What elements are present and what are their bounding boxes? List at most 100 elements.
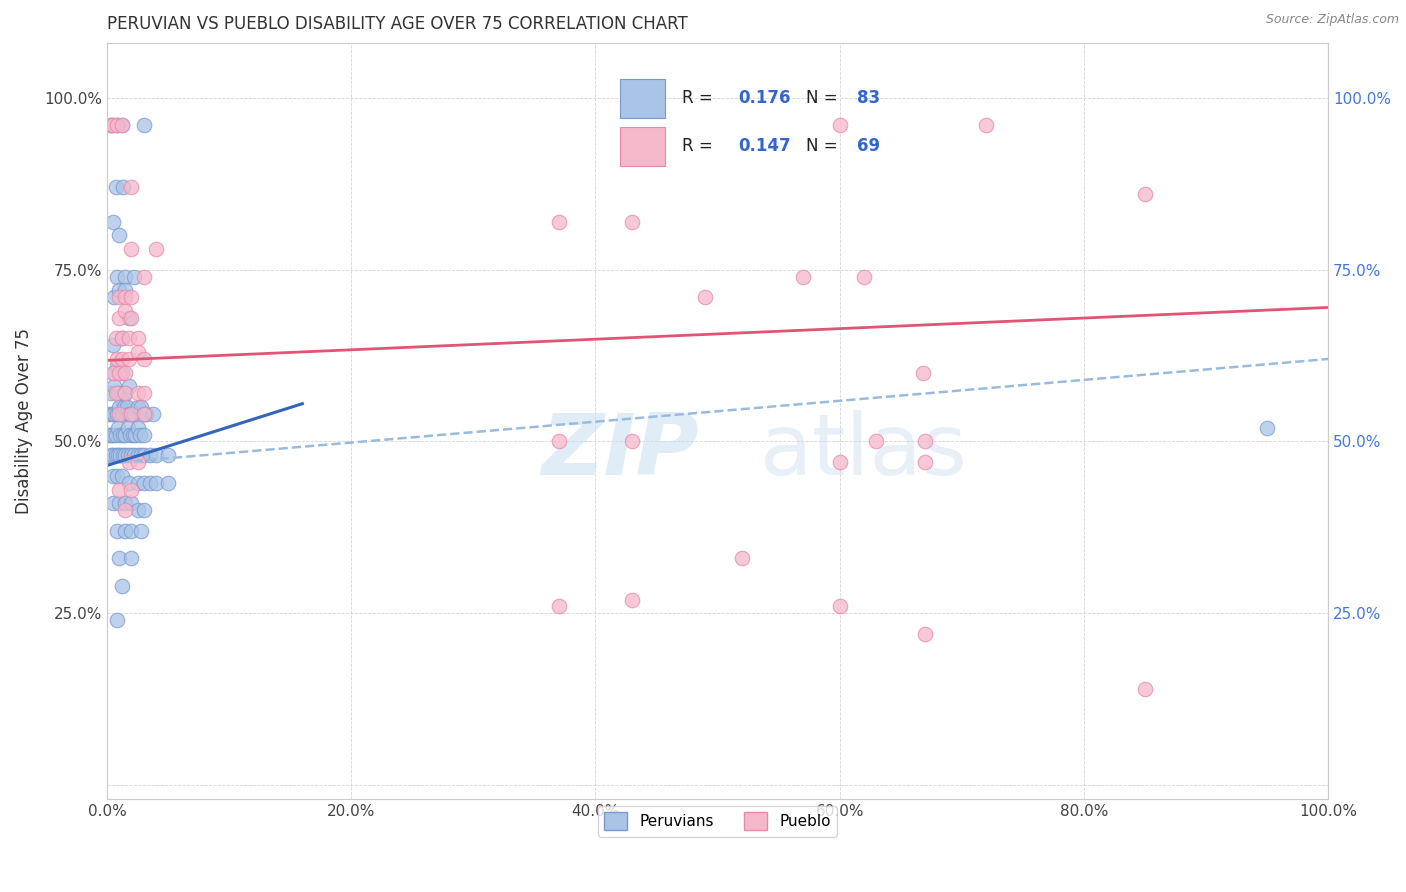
Point [157,475,180,490]
Point [104,448,127,462]
Point [108,283,131,297]
Point [118,475,141,490]
Point [105,119,128,133]
Point [111,448,134,462]
Point [621,592,644,607]
Point [111,393,134,408]
Point [122,269,145,284]
Point [127,448,149,462]
Point [1133,681,1156,696]
Point [108,407,131,421]
Point [792,269,814,284]
Point [127,421,149,435]
Point [105,119,128,133]
Point [101,366,124,380]
Point [114,283,136,297]
Point [103,290,125,304]
Point [547,599,569,614]
Point [621,214,644,228]
Point [120,496,142,510]
Point [101,427,124,442]
Point [114,290,136,304]
Point [108,400,131,414]
Point [100,427,122,442]
Point [111,331,134,345]
Text: 69: 69 [856,137,880,155]
Point [120,242,142,256]
Point [115,400,138,414]
Text: 0.147: 0.147 [738,137,792,155]
Point [120,180,142,194]
Point [127,331,149,345]
Point [853,269,876,284]
Point [111,579,134,593]
Point [114,503,136,517]
Point [731,551,754,566]
Point [114,448,136,462]
Point [118,407,141,421]
Point [132,386,155,401]
Point [157,448,180,462]
Point [132,427,155,442]
Point [105,524,128,538]
FancyBboxPatch shape [620,78,665,118]
Text: 0.176: 0.176 [738,89,792,107]
Point [120,483,142,497]
Point [865,434,887,449]
Point [118,351,141,366]
Point [107,448,129,462]
Point [118,331,141,345]
Point [103,407,125,421]
Point [120,427,142,442]
Point [621,434,644,449]
Point [132,407,155,421]
Point [120,310,142,325]
Point [129,427,152,442]
Legend: Peruvians, Pueblo: Peruvians, Pueblo [598,805,837,837]
Text: R =: R = [682,89,718,107]
Point [135,407,157,421]
Point [118,310,141,325]
Point [108,551,131,566]
FancyBboxPatch shape [620,127,665,166]
Point [105,269,128,284]
Point [828,599,851,614]
Point [127,386,149,401]
Point [138,475,160,490]
Point [111,119,134,133]
Point [138,448,160,462]
Point [111,427,134,442]
Point [114,366,136,380]
Point [114,269,136,284]
Point [828,455,851,469]
Point [108,496,131,510]
Point [122,407,145,421]
Point [97,427,120,442]
Point [110,448,132,462]
Point [100,119,122,133]
Point [114,524,136,538]
Point [132,269,155,284]
Text: PERUVIAN VS PUEBLO DISABILITY AGE OVER 75 CORRELATION CHART: PERUVIAN VS PUEBLO DISABILITY AGE OVER 7… [107,15,688,33]
Y-axis label: Disability Age Over 75: Disability Age Over 75 [15,328,32,514]
Point [132,448,155,462]
Point [108,310,131,325]
Point [547,434,569,449]
Point [129,448,152,462]
Point [145,242,167,256]
Point [127,503,149,517]
Point [111,331,134,345]
Point [117,421,139,435]
Point [120,407,142,421]
Point [132,407,155,421]
Point [101,448,124,462]
Point [118,455,141,469]
Point [120,551,142,566]
Point [107,421,129,435]
Point [105,613,128,627]
Point [127,455,149,469]
Point [828,119,851,133]
Point [132,503,155,517]
Point [108,483,131,497]
Text: 83: 83 [856,89,880,107]
